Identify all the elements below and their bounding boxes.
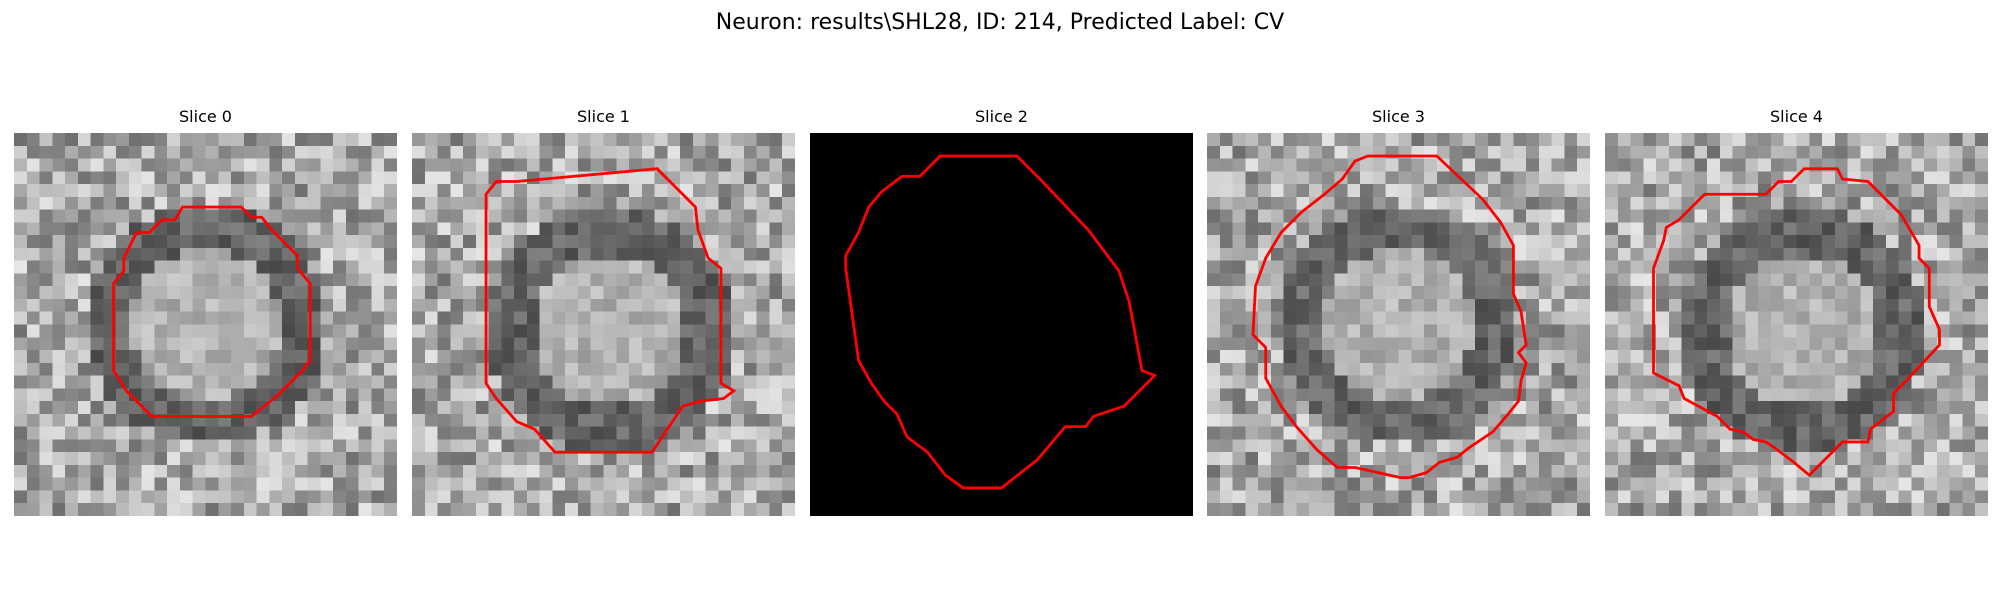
slice-title-4: Slice 4 xyxy=(1770,107,1823,126)
slice-panel-0: Slice 0 xyxy=(14,106,397,516)
slice-panel-1: Slice 1 xyxy=(412,106,795,516)
roi-contour-0 xyxy=(112,205,312,418)
slice-image-4 xyxy=(1605,133,1988,516)
roi-contour-1 xyxy=(484,167,737,454)
slice-title-2: Slice 2 xyxy=(975,107,1028,126)
roi-contour-3 xyxy=(1251,154,1528,480)
slice-panel-2: Slice 2 xyxy=(810,106,1193,516)
figure-title: Neuron: results\SHL28, ID: 214, Predicte… xyxy=(715,10,1285,35)
slice-title-0: Slice 0 xyxy=(179,107,232,126)
slice-panel-4: Slice 4 xyxy=(1605,106,1988,516)
slice-image-0 xyxy=(14,133,397,516)
slice-title-3: Slice 3 xyxy=(1372,107,1425,126)
slice-title-1: Slice 1 xyxy=(577,107,630,126)
slice-image-3 xyxy=(1207,133,1590,516)
roi-contour-4 xyxy=(1652,167,1941,478)
roi-contour-2 xyxy=(844,154,1158,490)
slice-panel-3: Slice 3 xyxy=(1207,106,1590,516)
slice-image-2 xyxy=(810,133,1193,516)
slice-image-1 xyxy=(412,133,795,516)
